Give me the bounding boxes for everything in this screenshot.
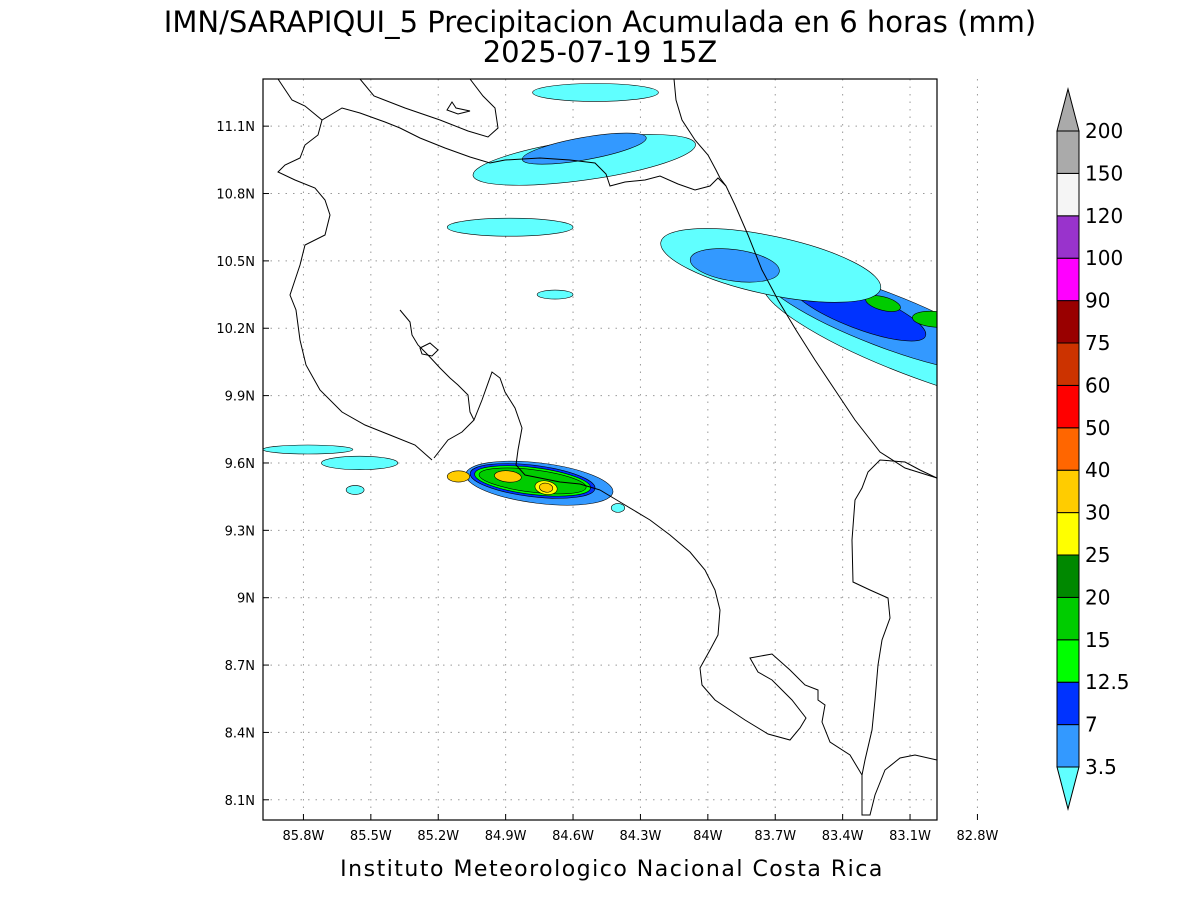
- lon-tick-label: 82.8W: [957, 829, 999, 844]
- colorbar-label: 75: [1085, 331, 1110, 355]
- lat-tick-label: 9.9N: [225, 390, 255, 405]
- latitude-axis: 11.1N 10.8N 10.5N 10.2N 9.9N 9.6N 9.3N 9N 8.7N 8.…: [216, 120, 269, 809]
- colorbar-swatch: [1056, 469, 1080, 514]
- map-subtitle-datetime: 2025-07-19 15Z: [483, 35, 718, 69]
- precip-area: [446, 470, 470, 483]
- precip-area: [968, 429, 981, 438]
- lon-tick-label: 83.4W: [822, 829, 864, 844]
- precip-area: [610, 503, 626, 513]
- colorbar-label: 40: [1085, 458, 1110, 482]
- map-title: IMN/SARAPIQUI_5 Precipitacion Acumulada …: [164, 5, 1036, 39]
- lon-tick-label: 83.1W: [889, 829, 931, 844]
- lon-tick-label: 84.3W: [620, 829, 662, 844]
- lat-tick-label: 8.1N: [225, 794, 255, 809]
- colorbar-swatch: [1056, 724, 1080, 768]
- panama-border: [851, 459, 937, 776]
- colorbar-label: 12.5: [1085, 670, 1130, 694]
- colorbar-swatch: [1056, 639, 1080, 683]
- colorbar-label: 90: [1085, 289, 1110, 313]
- colorbar-label: 100: [1085, 246, 1123, 270]
- precip-area: [948, 336, 989, 375]
- colorbar-swatch: [1056, 172, 1080, 217]
- lat-tick-label: 8.4N: [225, 726, 255, 741]
- colorbar-bottom-arrow: [1056, 766, 1080, 811]
- map-panel: 85.8W 85.5W 85.2W 84.9W 84.6W 84.3W 84W 83.7W 83…: [216, 78, 1017, 844]
- precipitation-colorbar: 3.5 7 12.5 15 20 25 30 40 50 60 75 90 100 120 150 200: [1056, 87, 1130, 811]
- lat-tick-label: 10.8N: [216, 188, 255, 203]
- map-frame: [262, 78, 938, 821]
- lat-tick-label: 9N: [237, 592, 255, 607]
- precip-area: [446, 217, 574, 237]
- nicaragua-border: [504, 157, 727, 191]
- precip-area: [263, 444, 354, 455]
- precip-area: [321, 455, 399, 471]
- colorbar-swatch: [1056, 554, 1080, 598]
- pacific-coastline-north: [277, 119, 433, 461]
- colorbar-label: 60: [1085, 373, 1110, 397]
- pacific-coastline-south: [599, 489, 937, 816]
- colorbar-label: 20: [1085, 585, 1110, 609]
- colorbar-swatch: [1056, 342, 1080, 386]
- colorbar-label: 30: [1085, 501, 1110, 525]
- lake-nicaragua-shore: [359, 79, 499, 138]
- lon-tick-label: 84.6W: [552, 829, 594, 844]
- precip-area: [345, 485, 365, 495]
- precip-area: [536, 289, 574, 300]
- colorbar-swatch: [1056, 512, 1080, 556]
- colorbar-label: 7: [1085, 713, 1098, 737]
- colorbar-swatch: [1056, 257, 1080, 302]
- nicaragua-coastline: [277, 79, 506, 164]
- map-background: [263, 79, 937, 820]
- lon-tick-label: 85.2W: [417, 829, 459, 844]
- precip-area: [532, 83, 659, 102]
- lat-tick-label: 9.3N: [225, 524, 255, 539]
- longitude-axis: 85.8W 85.5W 85.2W 84.9W 84.6W 84.3W 84W 83.7W 83…: [283, 814, 999, 844]
- lat-tick-label: 8.7N: [225, 659, 255, 674]
- colorbar-swatch: [1056, 427, 1080, 471]
- lat-tick-label: 10.5N: [216, 255, 255, 270]
- coastlines-and-borders: [277, 79, 937, 816]
- colorbar-label: 3.5: [1085, 755, 1117, 779]
- lat-tick-label: 11.1N: [216, 120, 255, 135]
- lon-tick-label: 84W: [693, 829, 723, 844]
- colorbar-swatch: [1056, 596, 1080, 641]
- colorbar-swatch: [1056, 384, 1080, 429]
- colorbar-swatch: [1056, 215, 1080, 259]
- lat-tick-label: 10.2N: [216, 322, 255, 337]
- lon-tick-label: 83.7W: [754, 829, 796, 844]
- precip-area: [912, 310, 937, 328]
- colorbar-label: 200: [1085, 119, 1123, 143]
- colorbar-label: 50: [1085, 416, 1110, 440]
- gulf-of-nicoya-coastline: [399, 309, 475, 459]
- lon-tick-label: 84.9W: [485, 829, 527, 844]
- precipitation-field: [263, 83, 1017, 513]
- colorbar-label: 25: [1085, 543, 1110, 567]
- colorbar-swatch: [1056, 300, 1080, 344]
- lat-tick-label: 9.6N: [225, 457, 255, 472]
- colorbar-top-arrow: [1056, 87, 1080, 132]
- precip-area: [971, 382, 993, 395]
- precip-area: [521, 132, 647, 165]
- colorbar-label: 15: [1085, 628, 1110, 652]
- colorbar-label: 150: [1085, 161, 1123, 185]
- colorbar-label: 120: [1085, 204, 1123, 228]
- precip-area: [494, 470, 522, 483]
- precip-area: [937, 272, 1017, 312]
- precip-area: [989, 351, 1007, 364]
- lon-tick-label: 85.8W: [283, 829, 325, 844]
- lon-tick-label: 85.5W: [350, 829, 392, 844]
- colorbar-swatch: [1056, 681, 1080, 726]
- lake-island: [446, 101, 471, 115]
- colorbar-swatch: [1056, 130, 1080, 174]
- gulf-east-shore: [473, 371, 601, 491]
- precip-area: [539, 482, 554, 493]
- footer-credit: Instituto Meteorologico Nacional Costa R…: [340, 857, 884, 882]
- caribbean-coastline: [673, 79, 937, 479]
- gulf-island: [419, 342, 439, 357]
